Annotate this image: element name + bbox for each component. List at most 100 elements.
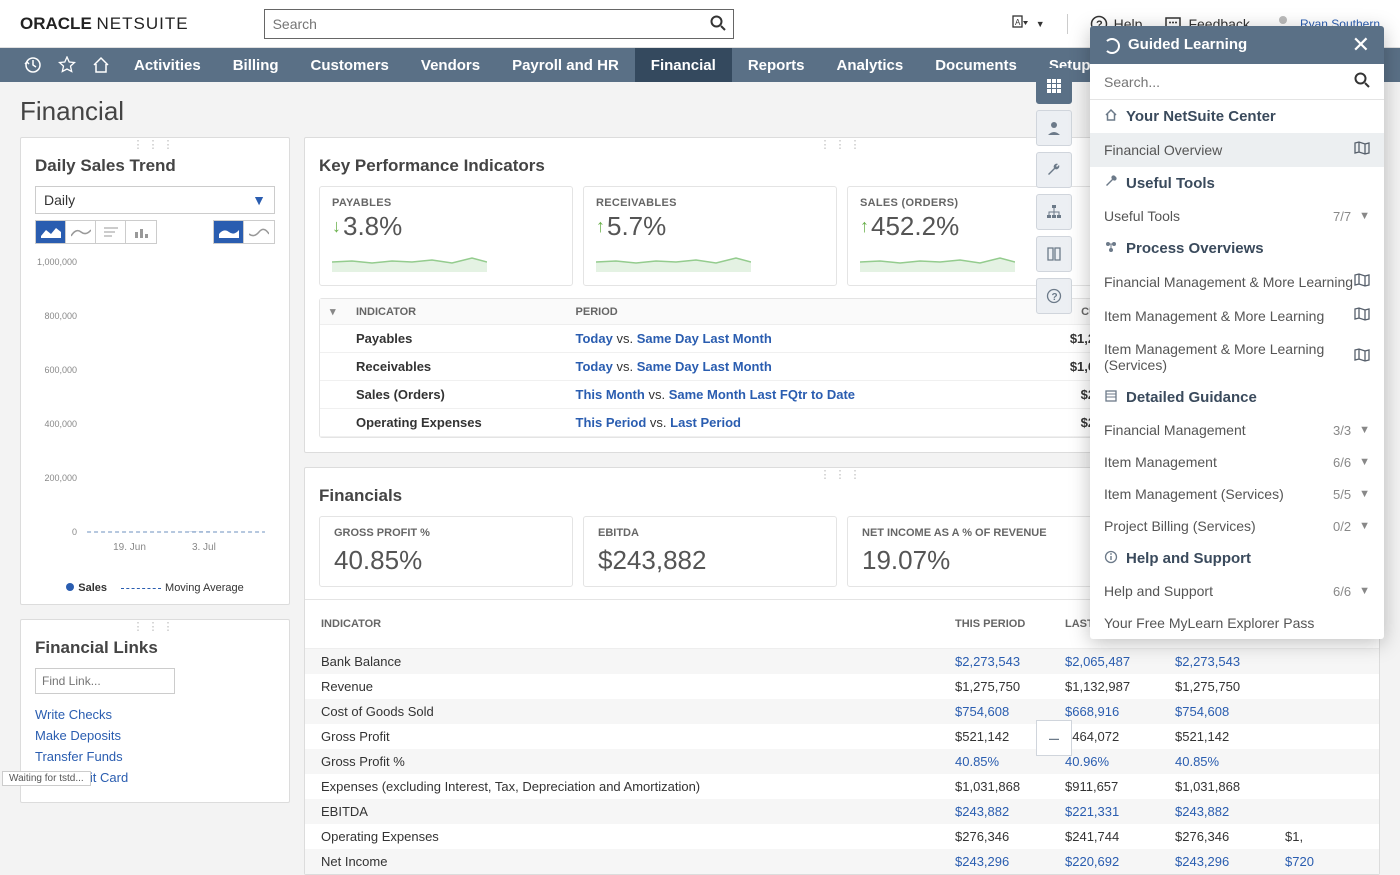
guided-learning-panel: Guided Learning ✕ Your NetSuite Center F… bbox=[1090, 26, 1384, 639]
gl-rail: ? bbox=[1036, 68, 1072, 314]
section-icon bbox=[1104, 550, 1118, 567]
chevron-down-icon: ▼ bbox=[1359, 210, 1370, 222]
nav-customers[interactable]: Customers bbox=[295, 48, 405, 82]
rail-collapse[interactable]: – bbox=[1036, 720, 1072, 756]
gl-item[interactable]: Item Management & More Learning (Service… bbox=[1090, 333, 1384, 381]
chevron-down-icon: ▼ bbox=[1359, 456, 1370, 468]
nav-documents[interactable]: Documents bbox=[919, 48, 1033, 82]
rail-user-icon[interactable] bbox=[1036, 110, 1072, 146]
map-icon bbox=[1354, 141, 1370, 159]
chevron-down-icon: ▼ bbox=[1359, 520, 1370, 532]
rail-help-icon[interactable]: ? bbox=[1036, 278, 1072, 314]
financial-row[interactable]: Gross Profit $521,142 $464,072 $521,142 bbox=[305, 724, 1379, 749]
nav-billing[interactable]: Billing bbox=[217, 48, 295, 82]
gl-title: Guided Learning bbox=[1104, 36, 1247, 53]
gl-item[interactable]: Item Management (Services) 5/5▼ bbox=[1090, 478, 1384, 510]
map-icon bbox=[1354, 273, 1370, 291]
financial-row[interactable]: EBITDA $243,882 $221,331 $243,882 bbox=[305, 799, 1379, 824]
kpi-card[interactable]: RECEIVABLES ↑5.7% bbox=[583, 186, 837, 286]
svg-text:A: A bbox=[1015, 18, 1021, 27]
status-waiting: Waiting for tstd... bbox=[2, 771, 91, 786]
rail-book-icon[interactable] bbox=[1036, 236, 1072, 272]
fin-link[interactable]: Make Deposits bbox=[35, 725, 275, 746]
financial-card[interactable]: GROSS PROFIT % 40.85% bbox=[319, 516, 573, 587]
financial-row[interactable]: Expenses (excluding Interest, Tax, Depre… bbox=[305, 774, 1379, 799]
sparkline bbox=[332, 248, 487, 272]
search-icon[interactable] bbox=[710, 15, 726, 36]
chart-type-area[interactable] bbox=[36, 221, 66, 243]
financial-links-title: Financial Links bbox=[21, 630, 289, 668]
map-icon bbox=[1354, 348, 1370, 366]
svg-text:600,000: 600,000 bbox=[44, 365, 77, 375]
home-icon[interactable] bbox=[84, 48, 118, 82]
financial-row[interactable]: Cost of Goods Sold $754,608 $668,916 $75… bbox=[305, 699, 1379, 724]
gl-item[interactable]: Help and Support 6/6▼ bbox=[1090, 575, 1384, 607]
chart-scope-1[interactable] bbox=[214, 221, 244, 243]
sparkline bbox=[860, 248, 1015, 272]
nav-reports[interactable]: Reports bbox=[732, 48, 821, 82]
gl-item[interactable]: Your Free MyLearn Explorer Pass bbox=[1090, 607, 1384, 639]
gl-section-header: Process Overviews bbox=[1090, 232, 1384, 265]
gl-section-header: Help and Support bbox=[1090, 542, 1384, 575]
svg-text:800,000: 800,000 bbox=[44, 311, 77, 321]
gl-item[interactable]: Item Management & More Learning bbox=[1090, 299, 1384, 333]
gl-item[interactable]: Item Management 6/6▼ bbox=[1090, 446, 1384, 478]
gl-search bbox=[1090, 64, 1384, 100]
financial-row[interactable]: Gross Profit % 40.85% 40.96% 40.85% bbox=[305, 749, 1379, 774]
global-search-input[interactable] bbox=[264, 9, 734, 39]
gl-section-header: Detailed Guidance bbox=[1090, 381, 1384, 414]
favorites-icon[interactable] bbox=[50, 48, 84, 82]
chart-type-bar[interactable] bbox=[126, 221, 156, 243]
daily-sales-selector[interactable]: Daily▼ bbox=[35, 186, 275, 214]
svg-text:3. Jul: 3. Jul bbox=[192, 542, 216, 553]
nav-vendors[interactable]: Vendors bbox=[405, 48, 496, 82]
chart-scope-2[interactable] bbox=[244, 221, 274, 243]
nav-activities[interactable]: Activities bbox=[118, 48, 217, 82]
chevron-down-icon: ▼ bbox=[1359, 424, 1370, 436]
financial-row[interactable]: Bank Balance $2,273,543 $2,065,487 $2,27… bbox=[305, 649, 1379, 675]
chart-type-list[interactable] bbox=[96, 221, 126, 243]
fin-link[interactable]: Write Checks bbox=[35, 704, 275, 725]
find-link-input[interactable] bbox=[35, 668, 175, 694]
drag-handle[interactable]: ⋮⋮⋮ bbox=[21, 138, 289, 148]
sparkline bbox=[596, 248, 751, 272]
search-icon[interactable] bbox=[1354, 72, 1370, 91]
oracle-ring-icon bbox=[1104, 38, 1120, 54]
section-icon bbox=[1104, 240, 1118, 257]
gl-search-input[interactable] bbox=[1104, 74, 1354, 90]
rail-wrench-icon[interactable] bbox=[1036, 152, 1072, 188]
global-search bbox=[264, 9, 734, 39]
collapse-icon[interactable]: ▾ bbox=[330, 306, 336, 318]
financial-row[interactable]: Revenue $1,275,750 $1,132,987 $1,275,750 bbox=[305, 674, 1379, 699]
rail-org-icon[interactable] bbox=[1036, 194, 1072, 230]
section-icon bbox=[1104, 108, 1118, 125]
chart-legend: Sales Moving Average bbox=[21, 578, 289, 604]
gl-item[interactable]: Useful Tools 7/7▼ bbox=[1090, 200, 1384, 232]
chart-type-line[interactable] bbox=[66, 221, 96, 243]
language-switcher[interactable]: A ▼ bbox=[1012, 15, 1045, 33]
arrow-down-icon: ↓ bbox=[332, 216, 341, 237]
nav-payroll-and-hr[interactable]: Payroll and HR bbox=[496, 48, 635, 82]
drag-handle[interactable]: ⋮⋮⋮ bbox=[21, 620, 289, 630]
kpi-card[interactable]: PAYABLES ↓3.8% bbox=[319, 186, 573, 286]
arrow-up-icon: ↑ bbox=[596, 216, 605, 237]
gl-section-header: Useful Tools bbox=[1090, 167, 1384, 200]
financial-card[interactable]: EBITDA $243,882 bbox=[583, 516, 837, 587]
recent-icon[interactable] bbox=[16, 48, 50, 82]
fin-link[interactable]: Transfer Funds bbox=[35, 746, 275, 767]
chevron-down-icon: ▼ bbox=[1359, 488, 1370, 500]
nav-analytics[interactable]: Analytics bbox=[821, 48, 920, 82]
svg-text:200,000: 200,000 bbox=[44, 473, 77, 483]
daily-sales-chart: 0200,000400,000600,000800,0001,000,00019… bbox=[21, 248, 289, 578]
financial-row[interactable]: Operating Expenses $276,346 $241,744 $27… bbox=[305, 824, 1379, 849]
gl-item[interactable]: Project Billing (Services) 0/2▼ bbox=[1090, 510, 1384, 542]
nav-financial[interactable]: Financial bbox=[635, 48, 732, 82]
gl-item[interactable]: Financial Management & More Learning bbox=[1090, 265, 1384, 299]
gl-item[interactable]: Financial Overview bbox=[1090, 133, 1384, 167]
financial-card[interactable]: NET INCOME AS A % OF REVENUE 19.07% bbox=[847, 516, 1101, 587]
close-icon[interactable]: ✕ bbox=[1352, 32, 1370, 58]
svg-text:?: ? bbox=[1052, 292, 1058, 303]
rail-grid-icon[interactable] bbox=[1036, 68, 1072, 104]
financial-row[interactable]: Net Income $243,296 $220,692 $243,296 $7… bbox=[305, 849, 1379, 874]
gl-item[interactable]: Financial Management 3/3▼ bbox=[1090, 414, 1384, 446]
